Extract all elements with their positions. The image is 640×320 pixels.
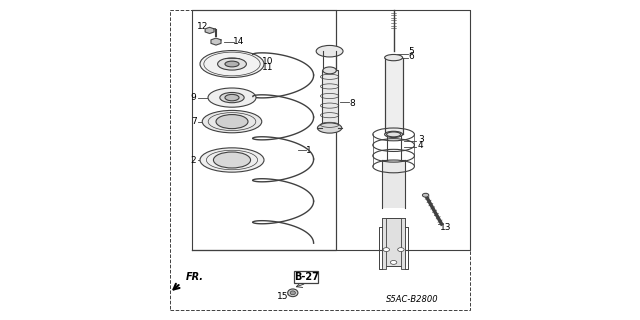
Text: 4: 4: [418, 141, 424, 150]
Bar: [385, 58, 403, 134]
Ellipse shape: [218, 58, 246, 70]
Text: 11: 11: [262, 63, 274, 72]
Text: 14: 14: [233, 37, 244, 46]
Ellipse shape: [225, 61, 239, 67]
Text: 10: 10: [262, 57, 274, 66]
Bar: [382, 218, 386, 269]
Polygon shape: [211, 38, 221, 45]
Ellipse shape: [200, 148, 264, 172]
Text: 8: 8: [349, 99, 355, 108]
Text: 15: 15: [277, 292, 289, 301]
Bar: [382, 218, 405, 266]
Ellipse shape: [202, 110, 262, 133]
Text: 9: 9: [191, 93, 196, 102]
Text: 3: 3: [418, 135, 424, 144]
Text: 13: 13: [440, 223, 451, 232]
Ellipse shape: [287, 289, 298, 297]
Bar: [294, 271, 319, 283]
Ellipse shape: [208, 88, 256, 107]
Ellipse shape: [200, 51, 264, 77]
Text: FR.: FR.: [186, 272, 204, 282]
Ellipse shape: [422, 193, 429, 197]
Bar: [322, 70, 338, 128]
Text: 5: 5: [408, 47, 414, 56]
Text: S5AC-B2800: S5AC-B2800: [386, 295, 438, 304]
Ellipse shape: [383, 248, 390, 252]
Ellipse shape: [390, 260, 397, 264]
Text: 12: 12: [197, 22, 209, 31]
Ellipse shape: [290, 291, 295, 295]
Ellipse shape: [220, 92, 244, 103]
Ellipse shape: [316, 45, 343, 57]
Ellipse shape: [216, 115, 248, 129]
Bar: [401, 218, 405, 269]
Ellipse shape: [397, 248, 404, 252]
Ellipse shape: [225, 94, 239, 101]
Ellipse shape: [385, 54, 403, 61]
Ellipse shape: [385, 131, 403, 138]
Text: 1: 1: [306, 146, 312, 155]
Polygon shape: [205, 27, 214, 34]
Ellipse shape: [323, 67, 337, 74]
Text: 7: 7: [191, 117, 196, 126]
Ellipse shape: [317, 123, 342, 133]
Text: B-27: B-27: [294, 272, 319, 282]
Bar: [383, 160, 404, 208]
Text: 6: 6: [408, 52, 414, 61]
Ellipse shape: [214, 152, 251, 168]
Text: 2: 2: [191, 156, 196, 164]
